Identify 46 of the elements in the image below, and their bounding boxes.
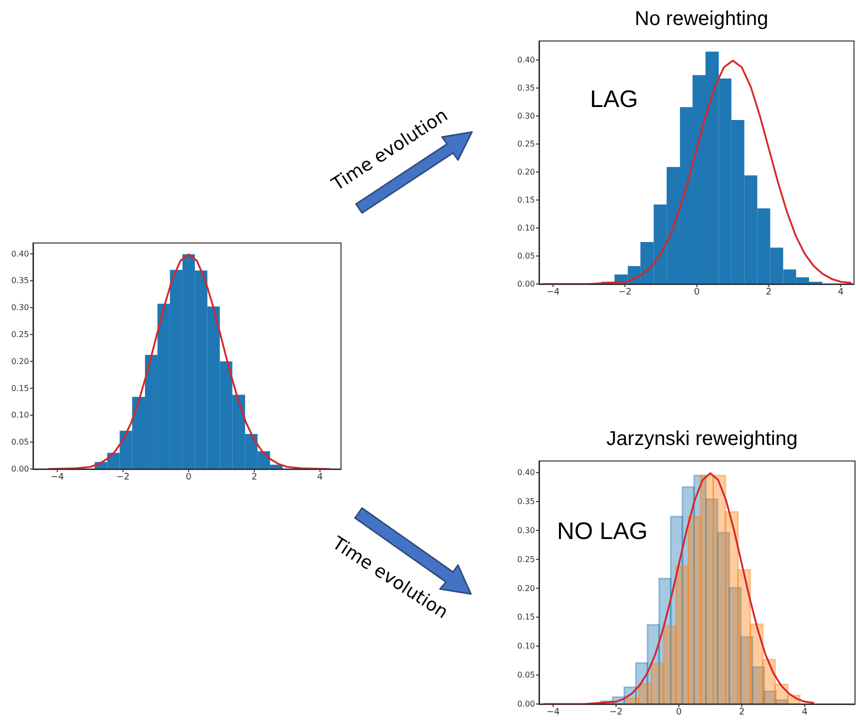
x-tick-label: −2 — [116, 472, 130, 482]
y-tick-label: 0.05 — [517, 670, 535, 680]
y-tick-label: 0.00 — [11, 464, 29, 474]
x-tick-label: 0 — [694, 288, 700, 298]
y-tick-label: 0.15 — [517, 612, 535, 622]
y-tick-label: 0.20 — [517, 168, 535, 177]
x-tick-label: 4 — [838, 288, 844, 298]
x-tick-label: 2 — [738, 708, 745, 718]
y-tick-label: 0.00 — [517, 700, 535, 708]
chart-title: Jarzynski reweighting — [606, 428, 798, 450]
x-tick-label: −4 — [546, 708, 560, 718]
x-tick-label: 4 — [802, 708, 808, 718]
y-tick-label: 0.40 — [517, 56, 535, 65]
y-tick-label: 0.30 — [11, 303, 29, 312]
annotation: NO LAG — [557, 518, 648, 546]
y-tick-label: 0.25 — [517, 140, 535, 149]
x-tick-label: 2 — [766, 288, 772, 298]
y-tick-label: 0.30 — [517, 112, 535, 121]
x-tick-label: −2 — [618, 288, 632, 298]
x-tick-label: 0 — [676, 708, 682, 718]
y-tick-label: 0.40 — [517, 468, 535, 478]
y-tick-label: 0.25 — [11, 330, 29, 339]
y-tick-label: 0.25 — [517, 554, 535, 564]
y-tick-label: 0.30 — [517, 526, 535, 535]
x-tick-label: 0 — [186, 472, 192, 482]
y-tick-label: 0.05 — [517, 252, 535, 261]
y-tick-label: 0.35 — [517, 84, 535, 93]
y-tick-label: 0.10 — [11, 410, 29, 420]
y-tick-label: 0.35 — [517, 497, 535, 506]
x-tick-label: 2 — [251, 472, 258, 482]
y-tick-label: 0.20 — [11, 356, 29, 366]
y-tick-label: 0.00 — [517, 280, 535, 288]
x-tick-label: 4 — [317, 472, 324, 482]
x-tick-label: −4 — [50, 472, 64, 482]
y-tick-label: 0.15 — [11, 384, 29, 393]
x-tick-label: −4 — [546, 288, 560, 298]
annotation: LAG — [590, 86, 638, 114]
y-tick-label: 0.10 — [517, 642, 535, 651]
chart-title: No reweighting — [634, 8, 768, 30]
y-tick-label: 0.40 — [11, 249, 29, 258]
y-tick-label: 0.35 — [11, 276, 29, 286]
y-tick-label: 0.10 — [517, 224, 535, 233]
y-tick-label: 0.15 — [517, 196, 535, 205]
y-tick-label: 0.05 — [11, 438, 29, 447]
x-tick-label: −2 — [609, 708, 623, 718]
y-tick-label: 0.20 — [517, 584, 535, 593]
